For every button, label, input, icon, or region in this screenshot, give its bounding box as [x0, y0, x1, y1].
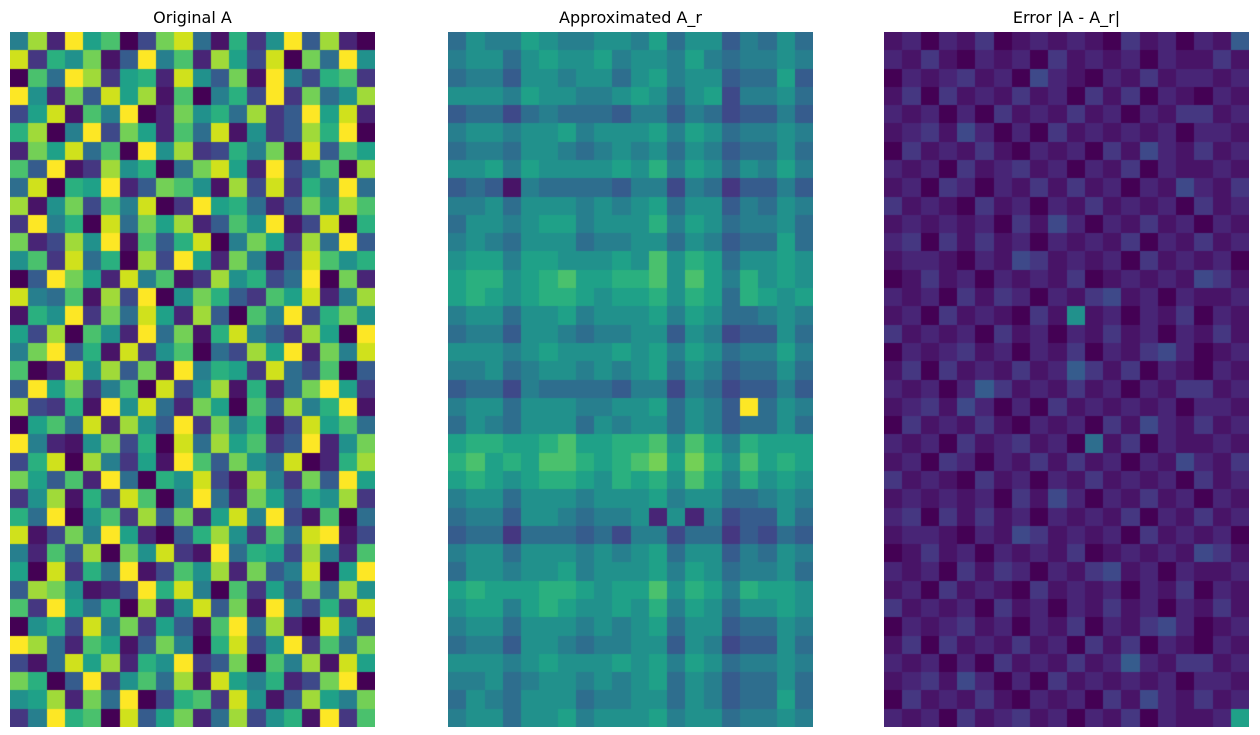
original-heatmap [10, 32, 375, 727]
error-heatmap-title: Error |A - A_r| [1012, 8, 1121, 27]
heatmap-panel-approximated: Approximated A_r [448, 0, 813, 735]
heatmap-panel-error: Error |A - A_r| [884, 0, 1249, 735]
approximated-heatmap-title: Approximated A_r [559, 8, 702, 27]
heatmap-panel-original: Original A [10, 0, 375, 735]
error-heatmap [884, 32, 1249, 727]
approximated-heatmap [448, 32, 813, 727]
original-heatmap-title: Original A [153, 8, 232, 27]
